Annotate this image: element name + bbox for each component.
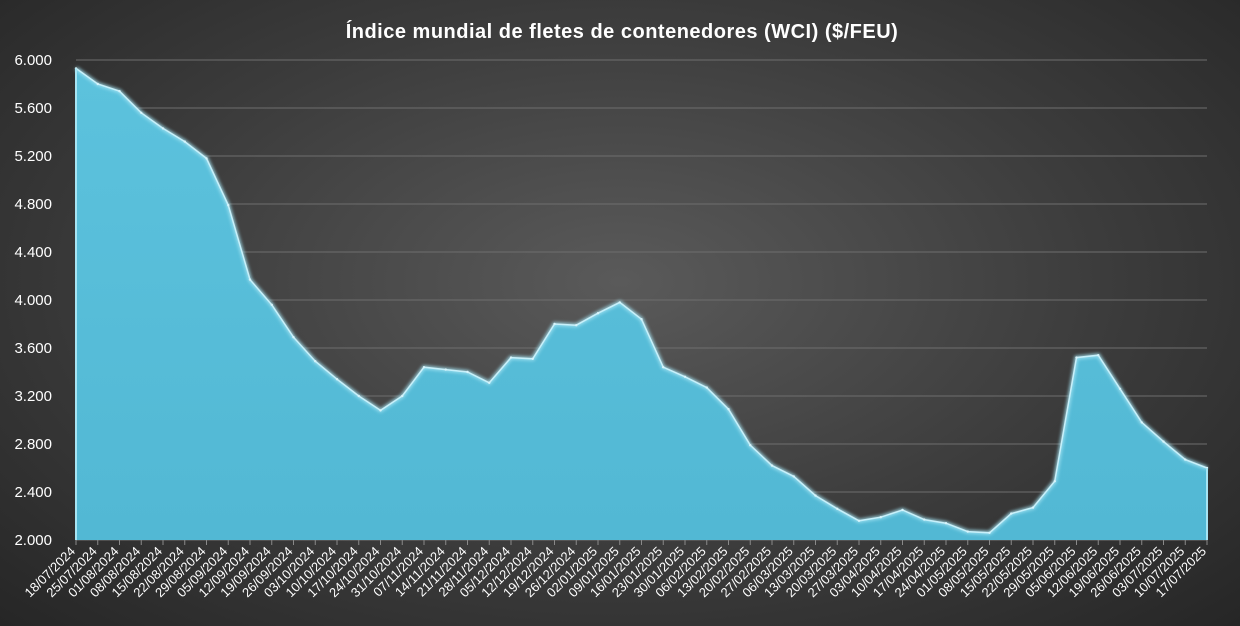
data-point (466, 370, 469, 374)
data-point (683, 375, 687, 378)
data-point (596, 312, 600, 315)
data-point (1140, 421, 1143, 424)
data-point (488, 381, 491, 384)
data-point (335, 378, 339, 381)
data-point (879, 516, 882, 519)
data-point (248, 278, 252, 281)
data-point (1097, 354, 1100, 357)
data-point (901, 508, 904, 512)
y-tick-label: 2.800 (14, 436, 52, 453)
data-point (814, 494, 817, 497)
chart-title: Índice mundial de fletes de contenedores… (346, 20, 899, 43)
data-point (1184, 458, 1187, 461)
y-axis-ticks: 2.000 2.400 2.800 3.200 3.600 4.000 4.400 4.800… (14, 52, 52, 549)
area-fill (76, 68, 1207, 541)
y-tick-label: 4.000 (14, 292, 52, 309)
data-point (292, 336, 295, 339)
y-tick-label: 5.200 (14, 148, 52, 165)
data-point (118, 90, 121, 93)
y-tick-label: 2.000 (14, 532, 52, 549)
data-point (379, 409, 382, 412)
data-point (923, 518, 926, 521)
area-series (74, 66, 1209, 541)
y-tick-label: 4.400 (14, 244, 52, 261)
data-point (640, 318, 643, 321)
data-point (1075, 356, 1078, 359)
data-point (749, 444, 752, 447)
data-point (1010, 512, 1013, 515)
data-point (705, 386, 708, 389)
data-point (770, 464, 774, 467)
data-point (792, 475, 795, 478)
data-point (422, 366, 426, 369)
data-point (161, 127, 165, 130)
data-point (966, 530, 969, 533)
data-point (509, 356, 513, 359)
data-point (1162, 440, 1165, 443)
data-point (401, 394, 404, 398)
y-tick-label: 6.000 (14, 52, 52, 69)
data-point (96, 82, 99, 86)
data-point (618, 301, 621, 304)
data-point (836, 507, 839, 510)
y-tick-label: 4.800 (14, 196, 52, 213)
data-point (140, 111, 143, 115)
data-point (944, 522, 948, 525)
y-tick-label: 3.600 (14, 340, 52, 357)
data-point (857, 519, 861, 522)
data-point (270, 303, 273, 306)
data-point (205, 157, 208, 160)
y-tick-label: 3.200 (14, 388, 52, 405)
data-point (1053, 480, 1056, 483)
data-point (531, 357, 534, 360)
data-point (444, 368, 447, 371)
data-point (662, 366, 665, 369)
data-point (1031, 506, 1035, 509)
x-axis-ticks: 18/07/202425/07/202401/08/202408/08/2024… (21, 540, 1209, 600)
data-point (575, 324, 578, 327)
data-point (988, 531, 991, 534)
data-point (553, 322, 556, 326)
y-tick-label: 5.600 (14, 100, 52, 117)
data-point (183, 140, 186, 143)
data-point (357, 394, 360, 398)
data-point (1118, 387, 1122, 390)
data-point (727, 408, 730, 411)
data-point (314, 360, 317, 363)
y-tick-label: 2.400 (14, 484, 52, 501)
data-point (227, 204, 230, 207)
